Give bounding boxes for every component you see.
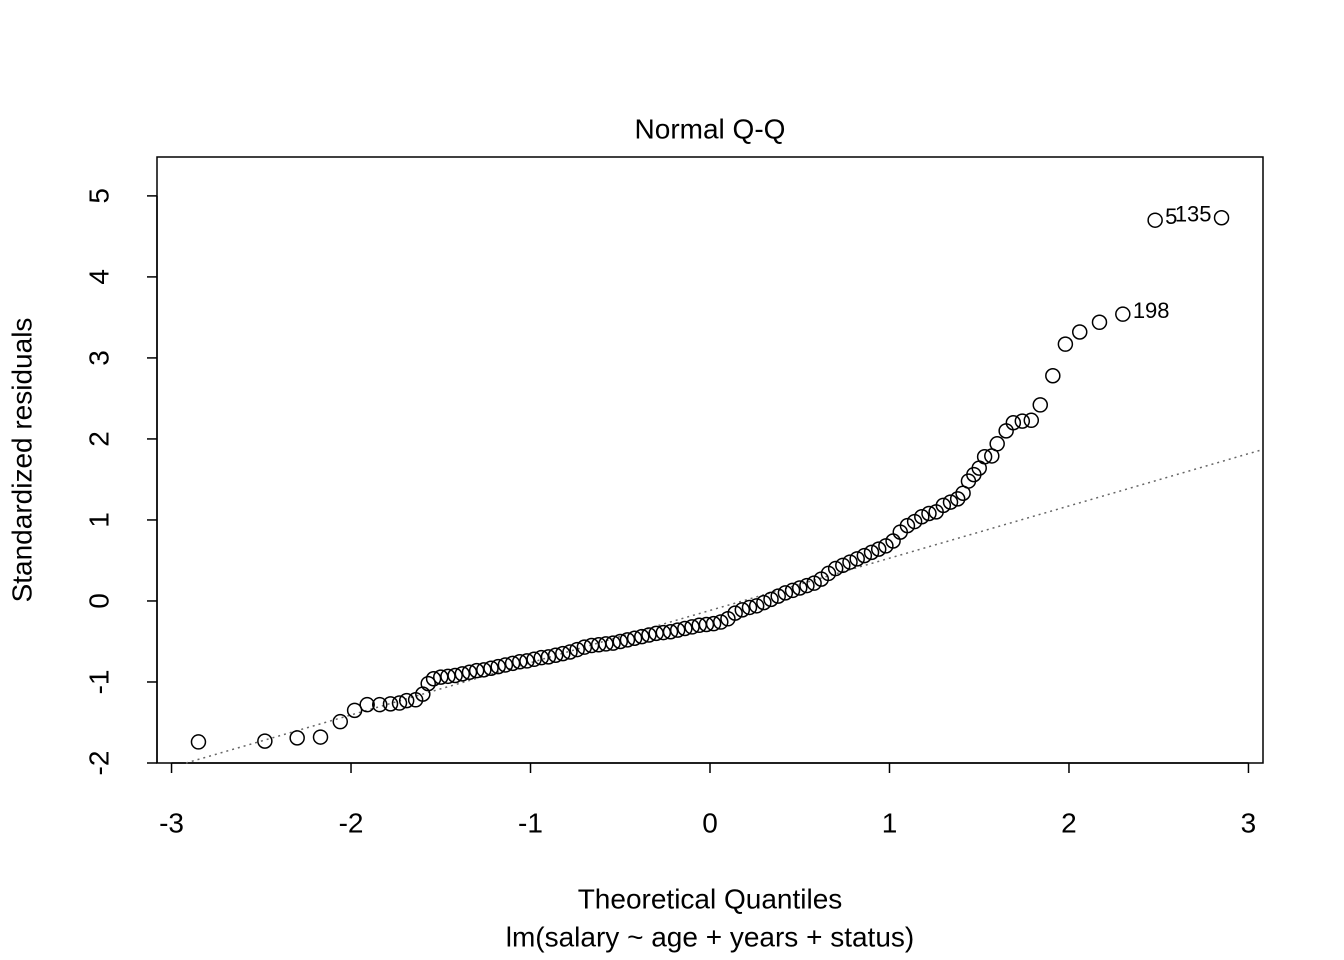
point <box>312 729 329 745</box>
x-tick-label: -2 <box>339 807 364 838</box>
point <box>921 505 937 522</box>
point <box>391 695 408 711</box>
y-tick-label: 3 <box>83 350 114 366</box>
point <box>257 733 273 749</box>
point <box>870 541 887 557</box>
point <box>454 666 471 682</box>
y-axis-label: Standardized residuals <box>6 318 37 603</box>
point <box>669 622 686 638</box>
point <box>770 588 786 604</box>
point-label: 5 <box>1165 204 1177 229</box>
point <box>359 696 375 713</box>
point <box>1014 413 1031 429</box>
point <box>662 624 679 640</box>
point <box>547 647 564 663</box>
y-tick-label: 5 <box>83 188 114 204</box>
point <box>612 633 629 650</box>
point <box>777 585 794 601</box>
point <box>562 644 578 660</box>
y-tick-label: 0 <box>83 593 114 609</box>
x-tick-label: 0 <box>702 807 718 838</box>
point <box>791 580 808 596</box>
y-tick-label: 2 <box>83 431 114 447</box>
plot-box <box>156 156 1264 764</box>
point <box>519 653 535 669</box>
x-tick-label: -1 <box>518 807 543 838</box>
point <box>1071 324 1088 340</box>
chart-title: Normal Q-Q <box>635 113 786 144</box>
point <box>332 713 349 730</box>
point <box>998 423 1014 439</box>
point <box>605 635 621 651</box>
labeled-point <box>1147 212 1163 228</box>
point <box>677 620 693 637</box>
point <box>619 632 636 648</box>
point <box>756 594 772 611</box>
point <box>799 577 815 594</box>
point <box>289 730 305 746</box>
point <box>949 491 966 507</box>
point <box>727 605 743 621</box>
point <box>827 560 844 577</box>
point <box>734 602 751 618</box>
point <box>1091 314 1108 331</box>
point <box>346 702 363 719</box>
point <box>1057 336 1074 352</box>
point <box>935 497 952 514</box>
point <box>382 696 399 712</box>
point <box>634 628 650 645</box>
point <box>763 591 779 608</box>
point <box>420 675 436 692</box>
point <box>863 544 880 561</box>
labeled-point <box>1115 306 1131 322</box>
point <box>856 547 873 564</box>
point <box>741 599 758 616</box>
y-tick-label: -2 <box>83 751 114 776</box>
point <box>942 494 959 510</box>
point <box>784 582 801 599</box>
point <box>1005 414 1022 431</box>
point <box>540 649 557 665</box>
y-tick-label: 1 <box>83 512 114 528</box>
point <box>835 557 851 574</box>
point <box>849 551 865 567</box>
y-tick-label: 4 <box>83 269 114 285</box>
point <box>713 614 729 630</box>
point <box>371 696 388 713</box>
point <box>555 645 571 662</box>
point <box>398 692 415 709</box>
x-tick-label: 3 <box>1241 807 1257 838</box>
x-axis-label: Theoretical Quantiles <box>578 883 843 914</box>
point <box>476 662 492 678</box>
x-tick-label: 1 <box>882 807 898 838</box>
point <box>190 734 207 750</box>
labeled-point <box>1213 210 1230 226</box>
point <box>976 449 993 465</box>
x-tick-label: 2 <box>1061 807 1077 838</box>
reference-line <box>185 448 1264 764</box>
point <box>705 615 722 632</box>
point <box>842 554 858 570</box>
point <box>806 575 822 591</box>
y-tick-label: -1 <box>83 670 114 695</box>
subtitle: lm(salary ~ age + years + status) <box>506 921 915 952</box>
point <box>447 667 463 684</box>
point <box>1032 397 1049 413</box>
point-label: 198 <box>1133 298 1170 323</box>
point <box>899 517 916 534</box>
point <box>914 508 930 525</box>
point <box>1045 367 1061 384</box>
point-label: 135 <box>1175 202 1212 227</box>
point <box>626 630 643 646</box>
point <box>490 658 506 675</box>
point <box>497 657 514 673</box>
point <box>1023 412 1040 429</box>
point <box>569 641 585 658</box>
point <box>989 436 1005 452</box>
point <box>483 660 499 676</box>
point <box>748 598 765 614</box>
x-tick-label: -3 <box>159 807 184 838</box>
